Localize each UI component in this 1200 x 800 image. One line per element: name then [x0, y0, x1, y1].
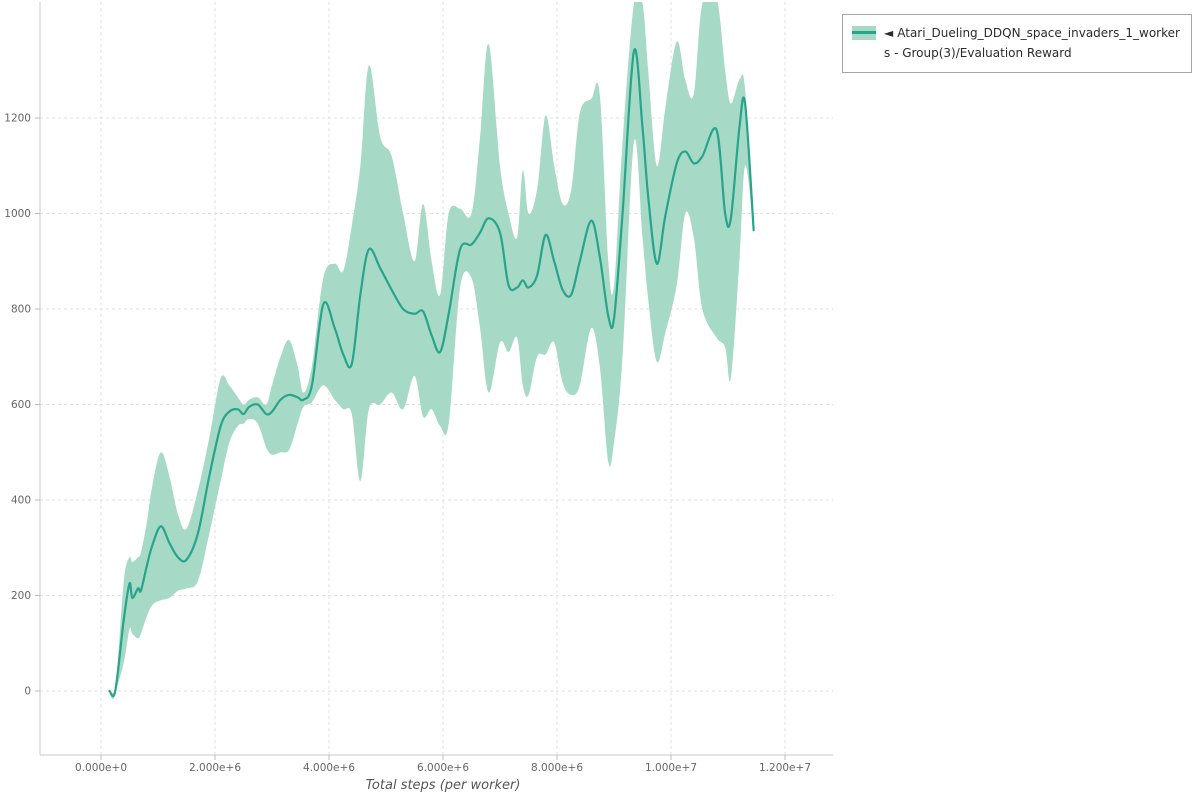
y-tick-label: 200 — [11, 590, 31, 602]
y-tick-label: 800 — [11, 304, 31, 316]
confidence-band — [109, 2, 754, 700]
legend-swatch-icon — [852, 26, 876, 40]
y-tick-label: 400 — [11, 495, 31, 507]
y-tick-label: 0 — [24, 686, 31, 698]
x-tick-label: 4.000e+6 — [303, 762, 355, 774]
y-tick-label: 600 — [11, 399, 31, 411]
x-tick-label: 8.000e+6 — [531, 762, 583, 774]
x-tick-label: 1.200e+7 — [759, 762, 811, 774]
x-axis-label: Total steps (per worker) — [366, 778, 521, 793]
y-tick-label: 1200 — [4, 113, 31, 125]
x-tick-label: 2.000e+6 — [189, 762, 241, 774]
legend-series-name: Atari_Dueling_DDQN_space_invaders_1_work… — [884, 26, 1180, 61]
legend-marker-icon: ◄ — [884, 26, 894, 40]
mean-line — [108, 48, 755, 698]
x-tick-label: 6.000e+6 — [417, 762, 469, 774]
legend-swatch-line-icon — [852, 31, 876, 34]
y-tick-label: 1000 — [4, 208, 31, 220]
axes — [35, 2, 833, 760]
legend[interactable]: ◄ Atari_Dueling_DDQN_space_invaders_1_wor… — [842, 14, 1192, 73]
tick-labels: 0.000e+0 2.000e+6 4.000e+6 6.000e+6 8.000e+6… — [4, 113, 811, 775]
x-tick-label: 0.000e+0 — [75, 762, 127, 774]
legend-label: ◄ Atari_Dueling_DDQN_space_invaders_1_wor… — [884, 23, 1182, 64]
x-tick-label: 1.000e+7 — [645, 762, 697, 774]
